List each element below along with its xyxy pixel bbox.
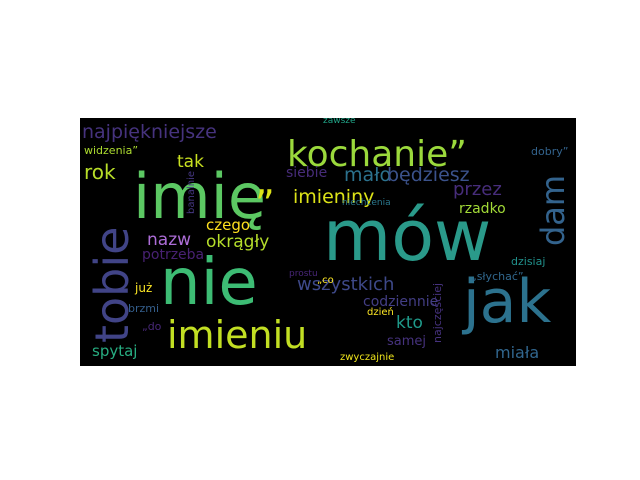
- word-6: imieniu: [167, 313, 307, 357]
- word-0: mów: [323, 195, 491, 277]
- word-31: „słychać”: [471, 270, 524, 283]
- word-22: wszystkich: [297, 274, 394, 295]
- word-26: spytaj: [92, 342, 137, 360]
- word-24: kto: [396, 313, 423, 333]
- word-5: tobie: [85, 227, 139, 343]
- word-36: „co: [317, 275, 334, 286]
- word-27: samej: [387, 334, 426, 349]
- word-cloud: mów imię nie jak kochanie” tobie imieniu dam naj…: [80, 118, 576, 366]
- word-7: dam: [534, 175, 572, 246]
- word-12: będziesz: [387, 164, 470, 186]
- word-39: „do: [142, 320, 162, 333]
- word-29: dzień: [367, 306, 394, 318]
- word-15: tak: [177, 152, 204, 172]
- word-23: codziennie: [363, 294, 438, 310]
- word-42: zawsze: [323, 118, 356, 126]
- word-35: prostu: [289, 269, 318, 279]
- word-19: okrągły: [206, 232, 269, 252]
- word-33: dobry”: [531, 145, 568, 158]
- word-18: nazw: [147, 230, 191, 250]
- word-1: imię: [133, 160, 266, 233]
- word-4: kochanie”: [287, 134, 467, 175]
- word-10: imieniny: [293, 186, 374, 208]
- word-13: przez: [453, 179, 502, 200]
- word-14: rok: [84, 160, 116, 184]
- word-16: siebie: [286, 165, 327, 181]
- word-3: jak: [461, 267, 551, 337]
- word-25: miała: [495, 343, 539, 362]
- word-17: rzadko: [459, 201, 506, 217]
- word-32: dzisiaj: [511, 255, 545, 268]
- word-21: potrzeba: [142, 247, 204, 263]
- word-37: już: [134, 281, 152, 295]
- word-34: niechcenia: [342, 198, 391, 208]
- word-9: „: [255, 159, 275, 203]
- word-30: najczęściej: [431, 283, 444, 343]
- word-8: najpiękniejsze: [82, 121, 217, 143]
- word-38: brzmi: [128, 302, 159, 315]
- word-41: widzenia”: [84, 144, 138, 157]
- word-2: nie: [160, 246, 258, 320]
- word-28: zwyczajnie: [340, 352, 394, 363]
- word-40: banalnie: [186, 171, 197, 214]
- word-11: mało: [344, 164, 391, 186]
- word-20: czego: [206, 216, 250, 234]
